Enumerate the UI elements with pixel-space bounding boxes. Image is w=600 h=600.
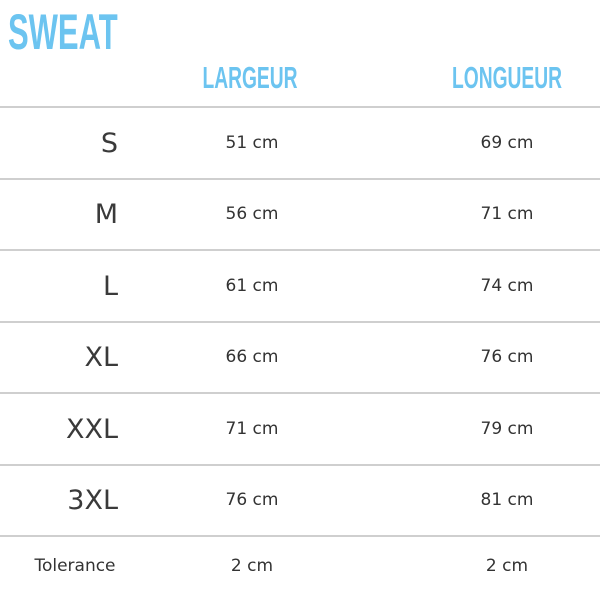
tolerance-row: Tolerance 2 cm 2 cm bbox=[0, 536, 600, 596]
table-row: L 61 cm 74 cm bbox=[0, 251, 600, 322]
largeur-value: 51 cm bbox=[225, 133, 279, 153]
table-row: M 56 cm 71 cm bbox=[0, 179, 600, 250]
longueur-value: 81 cm bbox=[480, 490, 534, 510]
size-label: M bbox=[94, 199, 118, 230]
largeur-value: 66 cm bbox=[225, 347, 279, 367]
divider bbox=[0, 249, 600, 251]
size-label: XXL bbox=[65, 414, 118, 445]
divider bbox=[0, 106, 600, 108]
largeur-tolerance: 2 cm bbox=[230, 556, 274, 576]
largeur-value: 76 cm bbox=[225, 490, 279, 510]
size-label: L bbox=[102, 271, 118, 302]
divider bbox=[0, 535, 600, 537]
table-row: XXL 71 cm 79 cm bbox=[0, 394, 600, 465]
column-header-largeur: LARGEUR bbox=[202, 60, 298, 95]
largeur-value: 56 cm bbox=[225, 204, 279, 224]
largeur-value: 61 cm bbox=[225, 276, 279, 296]
size-label: S bbox=[100, 128, 118, 159]
table-row: XL 66 cm 76 cm bbox=[0, 322, 600, 393]
divider bbox=[0, 321, 600, 323]
longueur-tolerance: 2 cm bbox=[485, 556, 529, 576]
page-title: SWEAT bbox=[8, 4, 118, 60]
longueur-value: 74 cm bbox=[480, 276, 534, 296]
divider bbox=[0, 464, 600, 466]
longueur-value: 69 cm bbox=[480, 133, 534, 153]
size-label: 3XL bbox=[67, 485, 118, 516]
largeur-value: 71 cm bbox=[225, 419, 279, 439]
table-row: S 51 cm 69 cm bbox=[0, 108, 600, 179]
divider bbox=[0, 392, 600, 394]
size-label: XL bbox=[84, 342, 118, 373]
tolerance-label: Tolerance bbox=[34, 556, 116, 576]
longueur-value: 76 cm bbox=[480, 347, 534, 367]
divider bbox=[0, 178, 600, 180]
table-row: 3XL 76 cm 81 cm bbox=[0, 465, 600, 536]
column-header-longueur: LONGUEUR bbox=[452, 60, 562, 95]
longueur-value: 71 cm bbox=[480, 204, 534, 224]
longueur-value: 79 cm bbox=[480, 419, 534, 439]
